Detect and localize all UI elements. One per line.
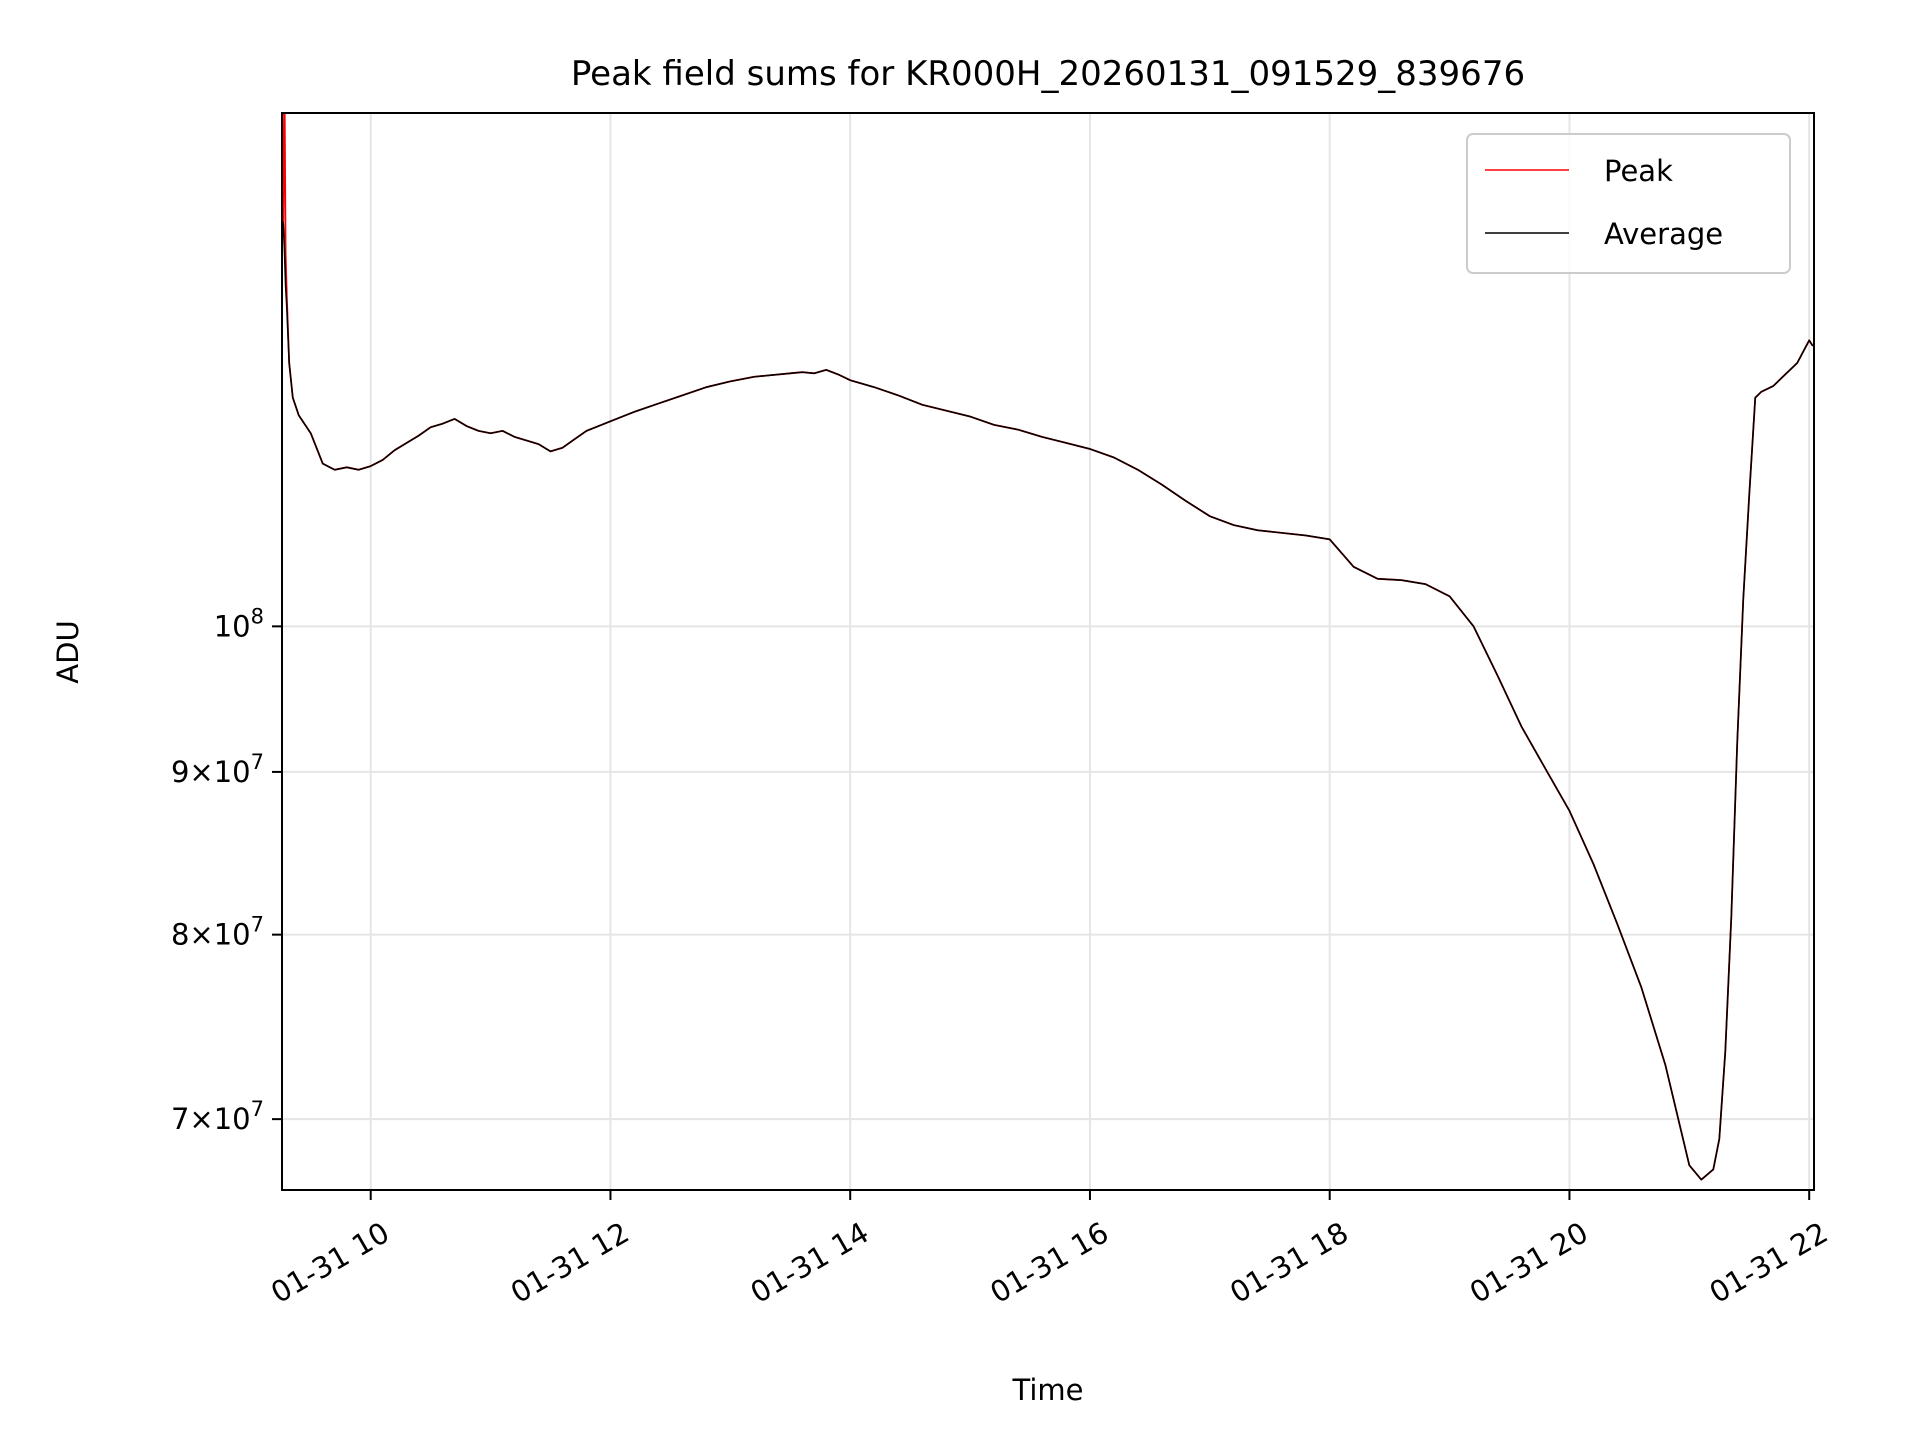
y-tick-label: 7×107: [171, 1097, 264, 1136]
y-axis-ticks: 108 9×107 8×107 7×107: [171, 604, 282, 1136]
x-axis-label: Time: [1012, 1373, 1084, 1407]
y-axis-label: ADU: [51, 620, 85, 683]
chart-title: Peak field sums for KR000H_20260131_0915…: [571, 54, 1525, 94]
plot-area-frame: [281, 112, 1815, 1191]
series-average: [282, 221, 1814, 1181]
series-layer: [282, 113, 1814, 1181]
y-tick-label: 108: [214, 604, 264, 643]
legend-label-average: Average: [1604, 217, 1723, 251]
grid-lines: [282, 113, 1814, 1190]
y-tick-label: 9×107: [171, 750, 264, 789]
legend: Peak Average: [1466, 133, 1791, 274]
y-tick-label: 8×107: [171, 913, 264, 952]
legend-box: [1466, 133, 1791, 274]
legend-label-peak: Peak: [1604, 154, 1673, 188]
